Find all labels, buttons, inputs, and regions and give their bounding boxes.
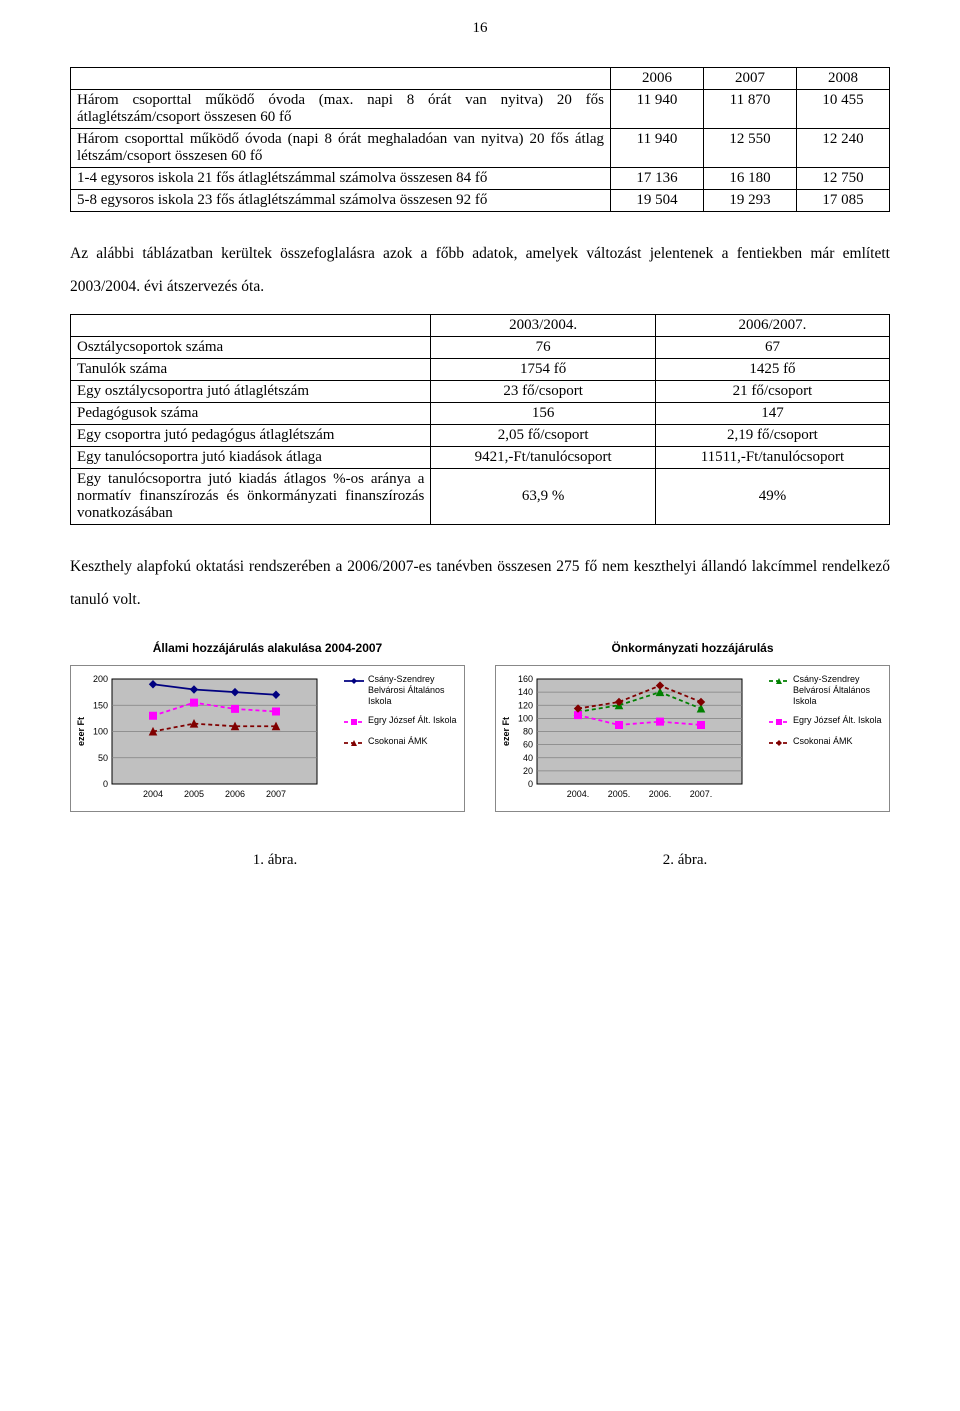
svg-text:160: 160 [518, 674, 533, 684]
t1-r2-label: 1-4 egysoros iskola 21 fős átlaglétszámm… [71, 168, 611, 190]
svg-text:140: 140 [518, 687, 533, 697]
chart-2: Önkormányzati hozzájárulás 0 20 40 60 80 100 1… [495, 641, 890, 812]
t2-h2: 2006/2007. [655, 314, 889, 336]
svg-text:2005: 2005 [184, 789, 204, 799]
legend-item: Csány-Szendrey Belvárosi Általános Iskol… [344, 674, 459, 706]
svg-text:2004: 2004 [143, 789, 163, 799]
t1-r3-label: 5-8 egysoros iskola 23 fős átlaglétszámm… [71, 190, 611, 212]
svg-text:0: 0 [528, 779, 533, 789]
t1-r1-v2: 12 240 [797, 129, 890, 168]
t2-r2-l: Egy osztálycsoportra jutó átlaglétszám [71, 380, 431, 402]
t2-r1-b: 1425 fő [655, 358, 889, 380]
svg-text:80: 80 [523, 727, 533, 737]
svg-text:20: 20 [523, 766, 533, 776]
t2-r4-l: Egy csoportra jutó pedagógus átlaglétszá… [71, 424, 431, 446]
t2-r6-a: 63,9 % [431, 468, 656, 524]
paragraph-1: Az alábbi táblázatban kerültek összefogl… [70, 237, 890, 304]
t1-r2-v0: 17 136 [611, 168, 704, 190]
svg-text:2005.: 2005. [608, 789, 631, 799]
t1-r1-v1: 12 550 [704, 129, 797, 168]
charts-row: Állami hozzájárulás alakulása 2004-2007 … [70, 641, 890, 812]
t1-r0-label: Három csoporttal működő óvoda (max. napi… [71, 90, 611, 129]
svg-text:2004.: 2004. [567, 789, 590, 799]
t1-r1-label: Három csoporttal működő óvoda (napi 8 ór… [71, 129, 611, 168]
t2-r3-a: 156 [431, 402, 656, 424]
t1-h1: 2006 [611, 68, 704, 90]
t2-r2-a: 23 fő/csoport [431, 380, 656, 402]
t1-r3-v0: 19 504 [611, 190, 704, 212]
chart-2-title: Önkormányzati hozzájárulás [495, 641, 890, 655]
t2-r3-b: 147 [655, 402, 889, 424]
t2-r5-a: 9421,-Ft/tanulócsoport [431, 446, 656, 468]
figure-2-label: 2. ábra. [480, 852, 890, 869]
chart-1-title: Állami hozzájárulás alakulása 2004-2007 [70, 641, 465, 655]
svg-text:2007.: 2007. [690, 789, 713, 799]
t2-r1-l: Tanulók száma [71, 358, 431, 380]
legend-item: Egry József Ált. Iskola [769, 715, 884, 729]
page-number: 16 [70, 20, 890, 37]
t2-h1: 2003/2004. [431, 314, 656, 336]
svg-text:2006: 2006 [225, 789, 245, 799]
t1-r3-v2: 17 085 [797, 190, 890, 212]
svg-text:100: 100 [93, 727, 108, 737]
legend-item: Csány-Szendrey Belvárosí Általános Iskol… [769, 674, 884, 706]
t2-r0-b: 67 [655, 336, 889, 358]
t2-r5-l: Egy tanulócsoportra jutó kiadások átlaga [71, 446, 431, 468]
t1-r2-v1: 16 180 [704, 168, 797, 190]
chart-1-legend: Csány-Szendrey Belvárosi Általános Iskol… [339, 666, 464, 811]
t2-r4-a: 2,05 fő/csoport [431, 424, 656, 446]
t1-r2-v2: 12 750 [797, 168, 890, 190]
legend-item: Egry József Ált. Iskola [344, 715, 459, 729]
t1-r3-v1: 19 293 [704, 190, 797, 212]
legend-item: Csokonai ÁMK [769, 736, 884, 750]
t1-r0-v2: 10 455 [797, 90, 890, 129]
svg-text:40: 40 [523, 753, 533, 763]
table-2: 2003/2004. 2006/2007. Osztálycsoportok s… [70, 314, 890, 525]
svg-text:100: 100 [518, 714, 533, 724]
chart-1: Állami hozzájárulás alakulása 2004-2007 … [70, 641, 465, 812]
t2-r3-l: Pedagógusok száma [71, 402, 431, 424]
svg-text:150: 150 [93, 701, 108, 711]
svg-text:2007: 2007 [266, 789, 286, 799]
t1-r0-v1: 11 870 [704, 90, 797, 129]
svg-text:2006.: 2006. [649, 789, 672, 799]
table-1: 2006 2007 2008 Három csoporttal működő ó… [70, 67, 890, 212]
t1-r1-v0: 11 940 [611, 129, 704, 168]
t2-r0-l: Osztálycsoportok száma [71, 336, 431, 358]
svg-text:200: 200 [93, 674, 108, 684]
t2-r4-b: 2,19 fő/csoport [655, 424, 889, 446]
paragraph-2: Keszthely alapfokú oktatási rendszerében… [70, 550, 890, 617]
chart-2-legend: Csány-Szendrey Belvárosí Általános Iskol… [764, 666, 889, 811]
svg-text:0: 0 [103, 779, 108, 789]
t2-r5-b: 11511,-Ft/tanulócsoport [655, 446, 889, 468]
t2-r1-a: 1754 fő [431, 358, 656, 380]
t1-h2: 2007 [704, 68, 797, 90]
figure-1-label: 1. ábra. [70, 852, 480, 869]
t1-h3: 2008 [797, 68, 890, 90]
legend-item: Csokonai ÁMK [344, 736, 459, 750]
svg-text:50: 50 [98, 753, 108, 763]
svg-text:60: 60 [523, 740, 533, 750]
t2-r2-b: 21 fő/csoport [655, 380, 889, 402]
svg-text:120: 120 [518, 701, 533, 711]
t2-r6-l: Egy tanulócsoportra jutó kiadás átlagos … [71, 468, 431, 524]
t2-r0-a: 76 [431, 336, 656, 358]
t1-h0 [71, 68, 611, 90]
t1-r0-v0: 11 940 [611, 90, 704, 129]
t2-r6-b: 49% [655, 468, 889, 524]
svg-text:ezer Ft: ezer Ft [76, 717, 86, 746]
svg-text:ezer Ft: ezer Ft [501, 717, 511, 746]
t2-h0 [71, 314, 431, 336]
